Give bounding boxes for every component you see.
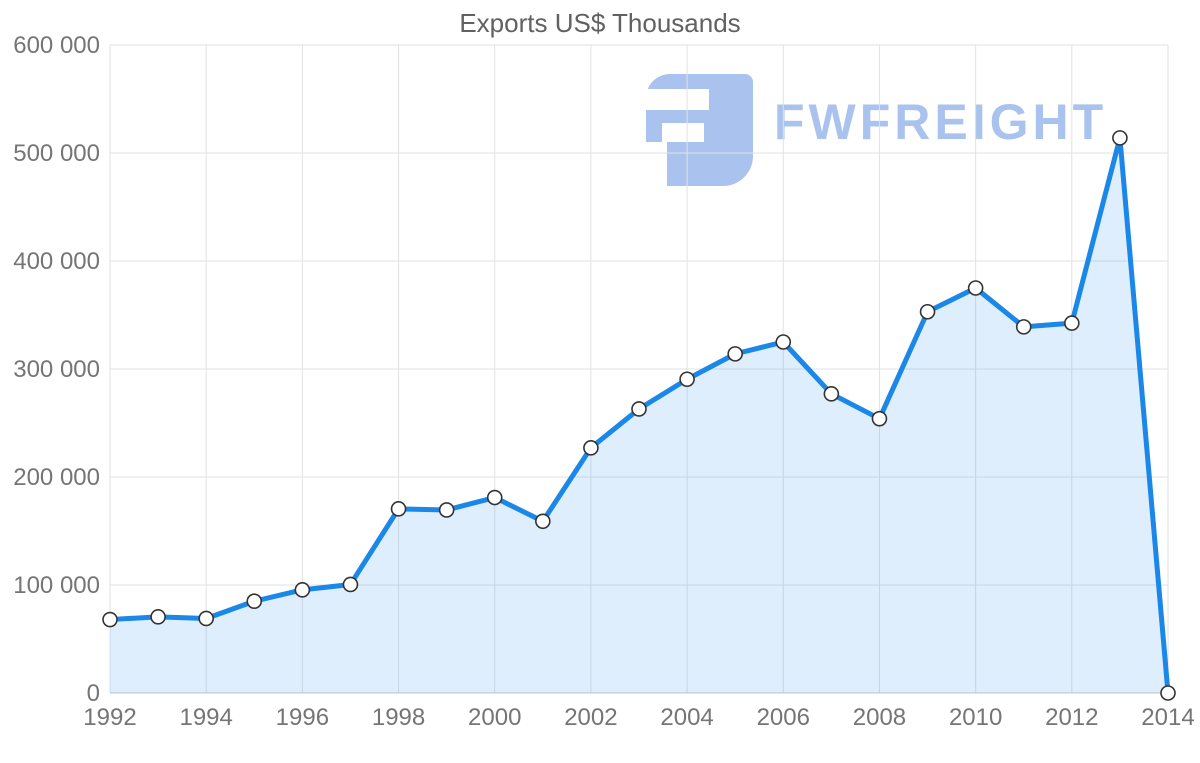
data-point-marker bbox=[294, 582, 311, 598]
data-point-marker bbox=[631, 401, 647, 417]
x-axis-tick-label: 2010 bbox=[949, 704, 1002, 731]
data-point-marker bbox=[486, 489, 503, 506]
y-axis-tick-label: 400 000 bbox=[13, 248, 100, 275]
data-point-marker bbox=[438, 502, 455, 518]
data-point-marker bbox=[583, 440, 599, 456]
data-point-marker bbox=[919, 303, 936, 320]
data-point-marker bbox=[1015, 319, 1032, 335]
data-point-marker bbox=[775, 334, 792, 350]
y-axis-tick-label: 100 000 bbox=[13, 572, 100, 599]
x-axis-tick-label: 2002 bbox=[564, 704, 617, 731]
data-point-marker bbox=[102, 611, 118, 628]
data-point-marker bbox=[342, 576, 359, 593]
data-point-marker bbox=[198, 610, 214, 627]
y-axis-tick-label: 0 bbox=[87, 680, 100, 707]
data-point-marker bbox=[1160, 685, 1176, 701]
data-point-marker bbox=[679, 371, 695, 388]
y-axis-tick-label: 300 000 bbox=[13, 356, 100, 383]
x-axis-tick-label: 1992 bbox=[83, 704, 136, 731]
data-point-marker bbox=[1112, 130, 1128, 146]
x-axis-tick-label: 2012 bbox=[1045, 704, 1098, 731]
data-point-marker bbox=[390, 501, 407, 517]
data-point-marker bbox=[967, 280, 984, 296]
data-point-marker bbox=[727, 346, 743, 362]
x-axis-tick-label: 2006 bbox=[757, 704, 810, 731]
data-point-marker bbox=[823, 386, 840, 402]
x-axis-tick-label: 1998 bbox=[372, 704, 425, 731]
x-axis-tick-label: 2004 bbox=[660, 704, 713, 731]
data-point-marker bbox=[535, 513, 551, 530]
x-axis-tick-label: 1994 bbox=[179, 704, 232, 731]
y-axis-tick-label: 600 000 bbox=[13, 32, 100, 59]
x-axis-tick-label: 2008 bbox=[853, 704, 906, 731]
x-axis-tick-label: 2014 bbox=[1141, 704, 1194, 731]
data-point-marker bbox=[1064, 315, 1080, 331]
data-point-marker bbox=[150, 609, 166, 625]
x-axis-tick-label: 1996 bbox=[276, 704, 329, 731]
y-axis-tick-label: 200 000 bbox=[13, 464, 100, 491]
brand-name: FWFREIGHT bbox=[774, 94, 1108, 150]
y-axis-tick-label: 500 000 bbox=[13, 140, 100, 167]
x-axis-tick-label: 2000 bbox=[468, 704, 521, 731]
data-point-marker bbox=[246, 593, 263, 610]
page-title: Exports US$ Thousands bbox=[459, 8, 741, 38]
data-point-marker bbox=[871, 410, 888, 427]
